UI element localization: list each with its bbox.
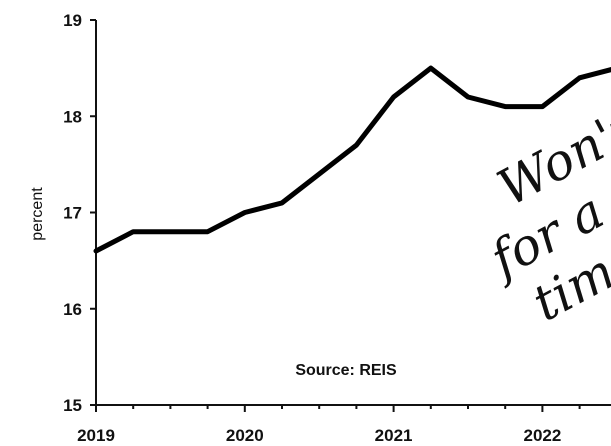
series-line: [93, 65, 611, 254]
ticks: 15 16 17 18 19 2019 2020 2021 2022: [63, 11, 581, 445]
x-tick-label: 2021: [375, 426, 413, 445]
handwritten-note: Won't for a tim: [478, 98, 611, 332]
y-tick-label: 15: [63, 396, 82, 415]
x-tick-label: 2020: [226, 426, 264, 445]
y-axis-title: percent: [29, 187, 46, 241]
y-tick-label: 18: [63, 107, 82, 126]
series-layer: [93, 65, 611, 254]
y-tick-label: 19: [63, 11, 82, 30]
source-note: Source: REIS: [295, 362, 397, 379]
y-tick-label: 16: [63, 300, 82, 319]
x-tick-label: 2022: [523, 426, 561, 445]
x-tick-label: 2019: [77, 426, 115, 445]
y-tick-label: 17: [63, 204, 82, 223]
